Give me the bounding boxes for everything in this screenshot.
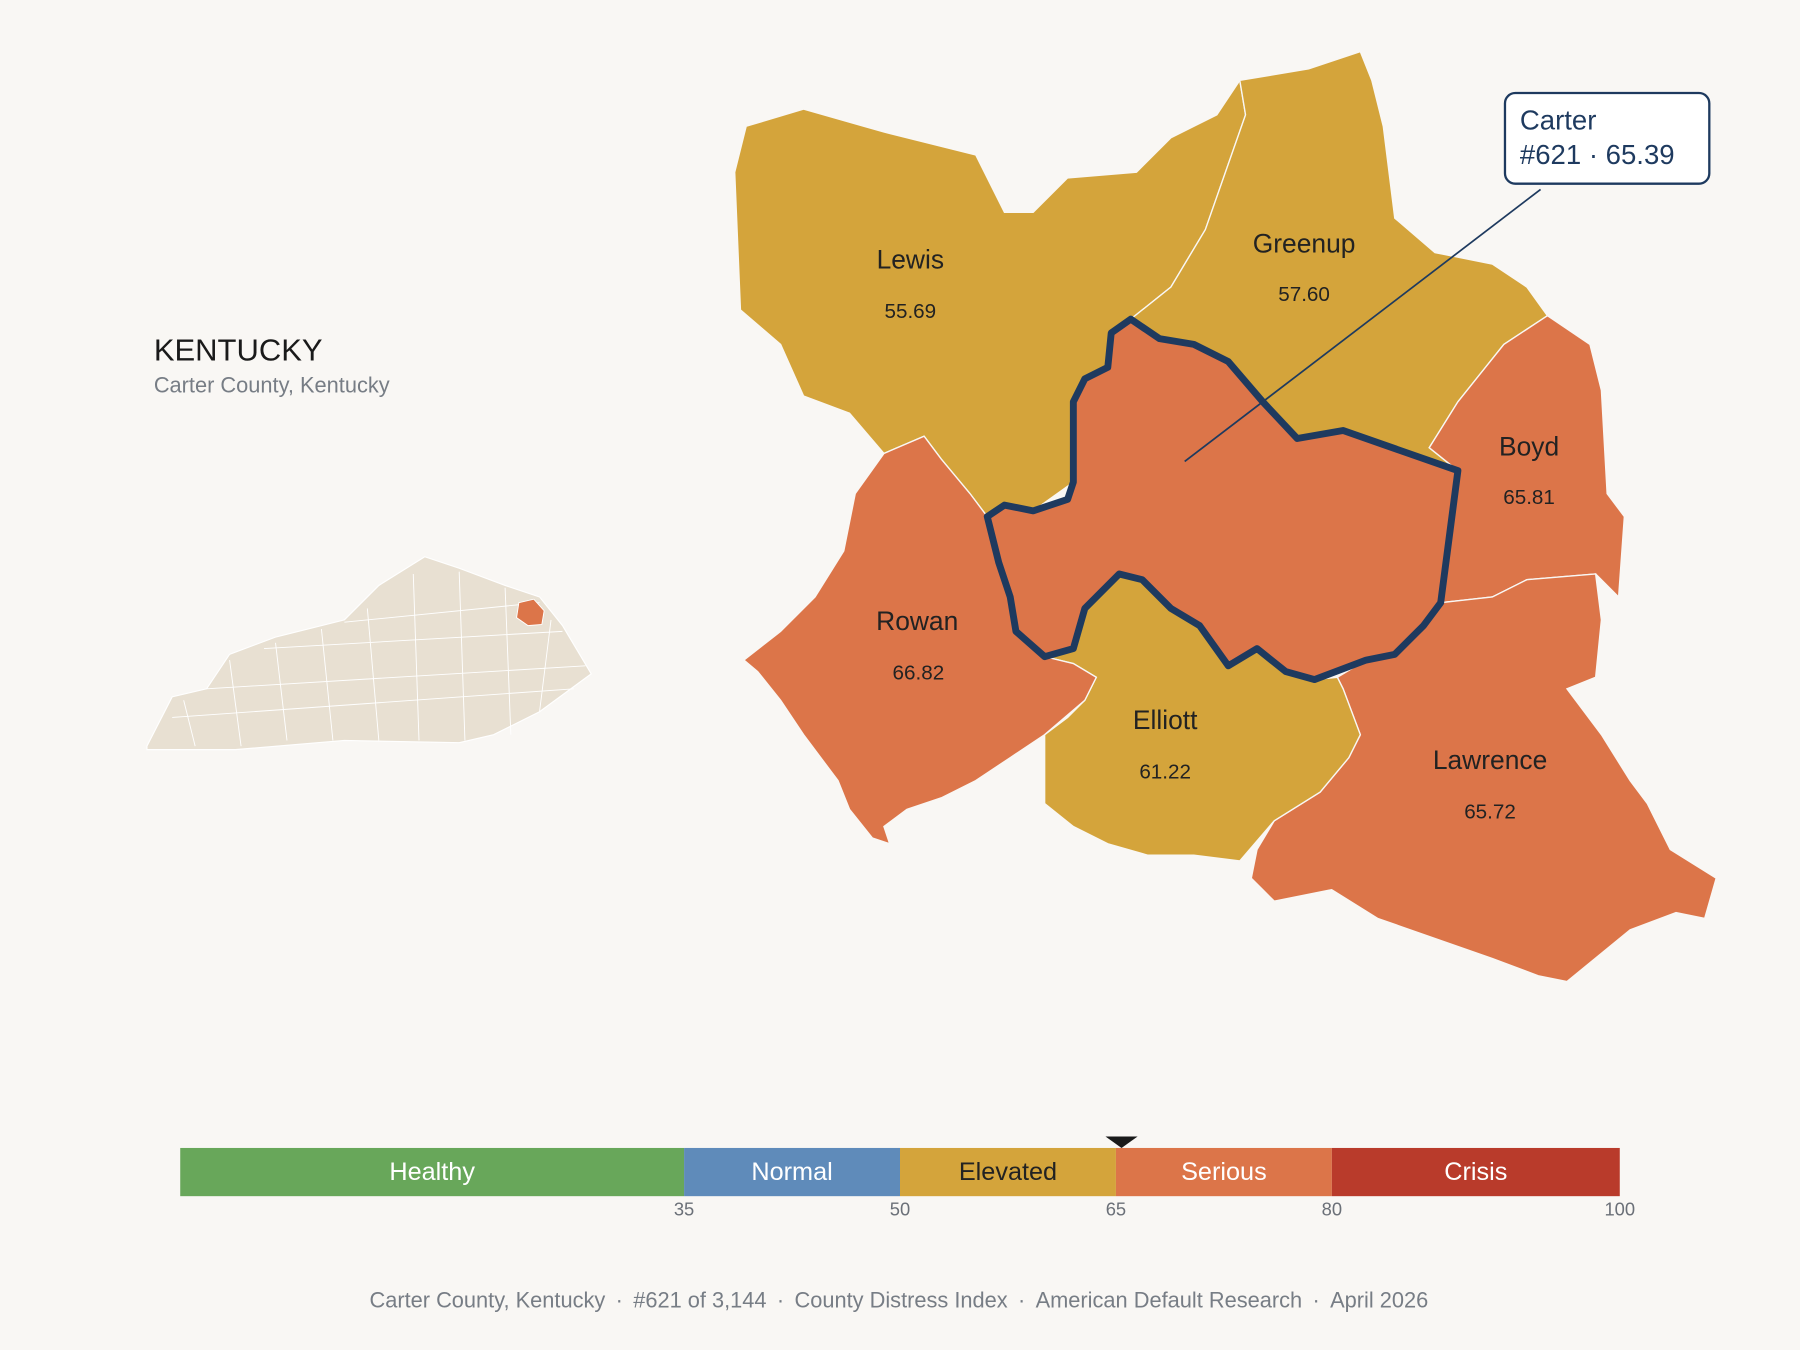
county-name: Rowan [876,606,958,636]
county-value: 55.69 [884,300,936,323]
scale-band-label: Serious [1181,1158,1267,1186]
callout-leader [1184,188,1542,463]
footer-item: #621 of 3,144 [633,1288,766,1313]
scale-band-label: Elevated [959,1158,1057,1186]
scale-band [900,1147,1116,1197]
footer-item: Carter County, Kentucky [369,1288,605,1313]
callout-rank: #621 [1520,139,1581,170]
footer-separator: · [777,1288,784,1313]
distress-scale: Healthy Normal Elevated Serious Crisis 35 50 65… [180,1136,1635,1220]
county-name: Lawrence [1433,745,1547,775]
scale-tick-label: 50 [890,1199,910,1220]
county-value: 61.22 [1139,760,1191,783]
scale-band-label: Healthy [389,1158,475,1186]
scale-band [1331,1147,1620,1197]
footer-separator: · [1018,1288,1025,1313]
county-value: 66.82 [893,662,945,685]
subtitle: Carter County, Kentucky [154,373,390,398]
focus-county [983,315,1462,684]
county-name: Elliott [1133,705,1198,735]
scale-band-label: Normal [751,1158,832,1186]
county-map [734,50,1718,983]
scale-tick-label: 35 [674,1199,694,1220]
county-value: 65.72 [1464,800,1516,823]
footer-item: American Default Research [1036,1288,1303,1313]
scale-band [684,1147,900,1197]
scale-tick-label: 80 [1322,1199,1342,1220]
county-name: Lewis [877,245,944,275]
footer-separator: · [616,1288,623,1313]
footer: Carter County, Kentucky · #621 of 3,144 · Co… [369,1288,1428,1313]
callout-sep: · [1589,139,1598,170]
state-shape [146,556,592,751]
footer-item: April 2026 [1330,1288,1428,1313]
footer-separator: · [1312,1288,1319,1313]
scale-tick-label: 100 [1604,1199,1635,1220]
scale-band-label: Crisis [1444,1158,1507,1186]
score-marker [1105,1136,1138,1148]
title: KENTUCKY [154,332,323,367]
highlight-county [516,598,545,627]
county-value: 65.81 [1503,486,1555,509]
callout-detail: #621 · 65.39 [1520,139,1675,170]
callout-score: 65.39 [1606,139,1675,170]
scale-tick-label: 65 [1106,1199,1126,1220]
county-name: Boyd [1499,432,1559,462]
callout-name: Carter [1520,105,1597,136]
county-lines [172,571,586,747]
county-name: Greenup [1253,229,1356,259]
callout: Carter #621 · 65.39 [1184,91,1711,463]
footer-item: County Distress Index [794,1288,1007,1313]
county-value: 57.60 [1278,283,1330,306]
callout-box [1503,91,1711,185]
state-locator [146,556,592,751]
county-labels: Lewis 55.69 Greenup 57.60 Boyd 65.81 Row… [876,229,1559,824]
scale-band [1115,1147,1332,1197]
scale-band [180,1147,685,1197]
